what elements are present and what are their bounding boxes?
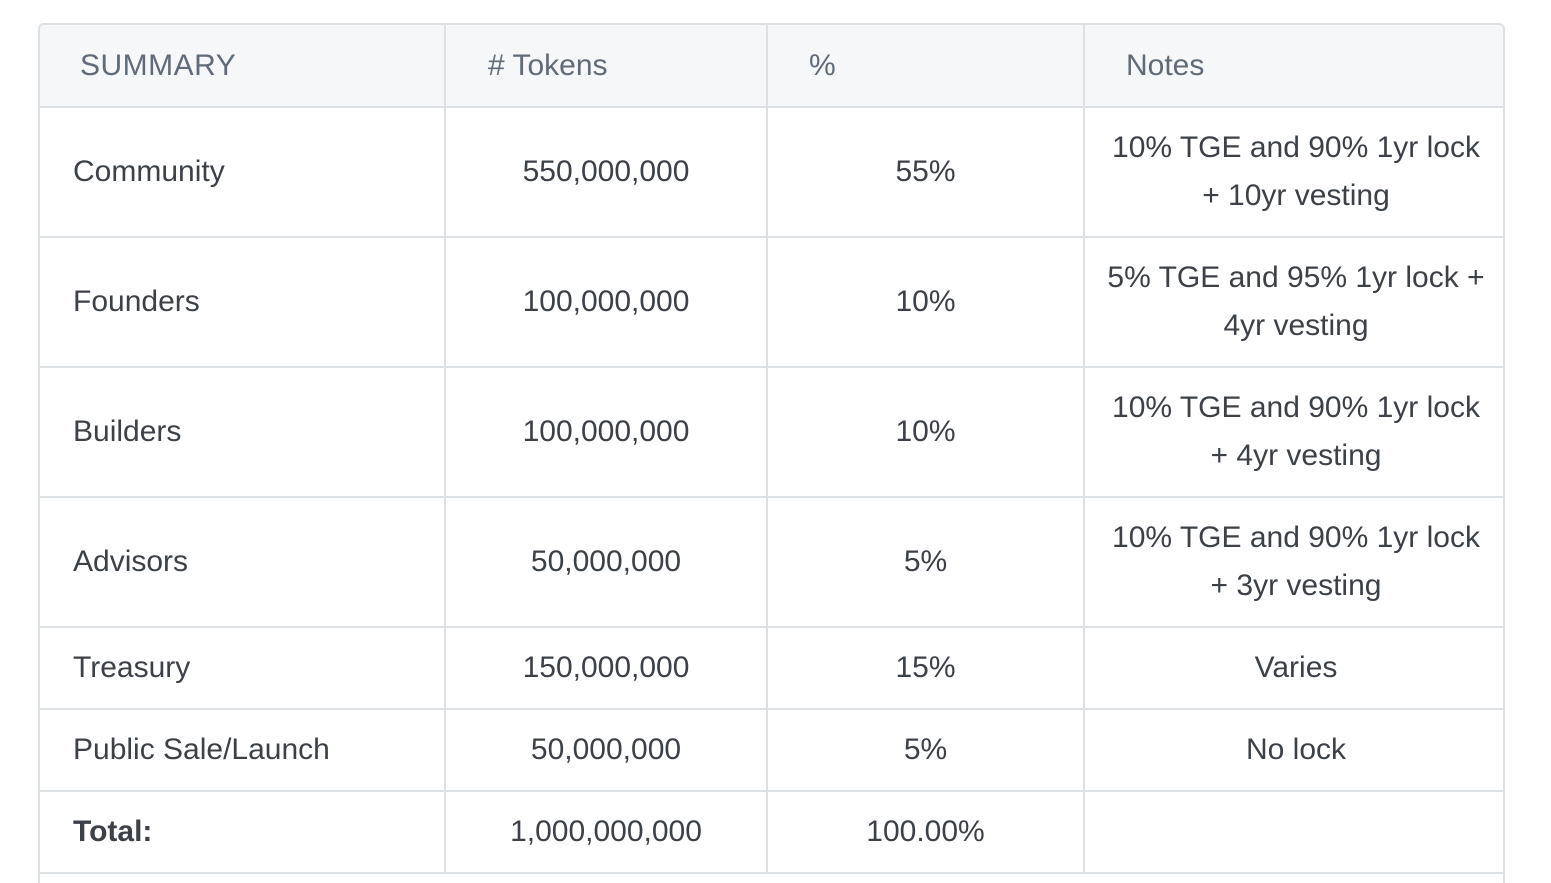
- row-notes: 10% TGE and 90% 1yr lock + 4yr vesting: [1083, 366, 1503, 498]
- table-row: Builders 100,000,000 10% 10% TGE and 90%…: [40, 366, 1503, 498]
- header-notes: Notes: [1083, 25, 1503, 108]
- table-header-row: SUMMARY # Tokens % Notes: [40, 25, 1503, 108]
- total-tokens: 1,000,000,000: [444, 790, 768, 874]
- row-label: Advisors: [40, 496, 446, 628]
- total-label: Total:: [40, 790, 446, 874]
- row-percent: 15%: [766, 626, 1085, 710]
- header-percent: %: [766, 25, 1085, 108]
- row-label: Founders: [40, 236, 446, 368]
- row-notes: 10% TGE and 90% 1yr lock + 3yr vesting: [1083, 496, 1503, 628]
- header-tokens: # Tokens: [444, 25, 768, 108]
- row-label: Public Sale/Launch: [40, 708, 446, 792]
- row-percent: 5%: [766, 496, 1085, 628]
- row-percent: 5%: [766, 708, 1085, 792]
- total-percent: 100.00%: [766, 790, 1085, 874]
- row-tokens: 50,000,000: [444, 708, 768, 792]
- row-tokens: 150,000,000: [444, 626, 768, 710]
- row-notes: No lock: [1083, 708, 1503, 792]
- row-notes: 5% TGE and 95% 1yr lock + 4yr vesting: [1083, 236, 1503, 368]
- row-label: Builders: [40, 366, 446, 498]
- row-tokens: 100,000,000: [444, 236, 768, 368]
- row-notes: 10% TGE and 90% 1yr lock + 10yr vesting: [1083, 106, 1503, 238]
- token-allocation-table-container: SUMMARY # Tokens % Notes Community 550,0…: [38, 23, 1505, 883]
- table-row: Advisors 50,000,000 5% 10% TGE and 90% 1…: [40, 496, 1503, 628]
- row-notes: Varies: [1083, 626, 1503, 710]
- table-row: Public Sale/Launch 50,000,000 5% No lock: [40, 708, 1503, 792]
- table-row: Community 550,000,000 55% 10% TGE and 90…: [40, 106, 1503, 238]
- row-tokens: 550,000,000: [444, 106, 768, 238]
- total-row: Total: 1,000,000,000 100.00%: [40, 790, 1503, 874]
- header-summary: SUMMARY: [40, 25, 446, 108]
- row-label: Community: [40, 106, 446, 238]
- row-percent: 10%: [766, 236, 1085, 368]
- table-row: Founders 100,000,000 10% 5% TGE and 95% …: [40, 236, 1503, 368]
- token-allocation-table: SUMMARY # Tokens % Notes Community 550,0…: [40, 25, 1503, 874]
- row-percent: 55%: [766, 106, 1085, 238]
- row-tokens: 100,000,000: [444, 366, 768, 498]
- row-tokens: 50,000,000: [444, 496, 768, 628]
- total-notes: [1083, 790, 1503, 874]
- table-row: Treasury 150,000,000 15% Varies: [40, 626, 1503, 710]
- row-label: Treasury: [40, 626, 446, 710]
- row-percent: 10%: [766, 366, 1085, 498]
